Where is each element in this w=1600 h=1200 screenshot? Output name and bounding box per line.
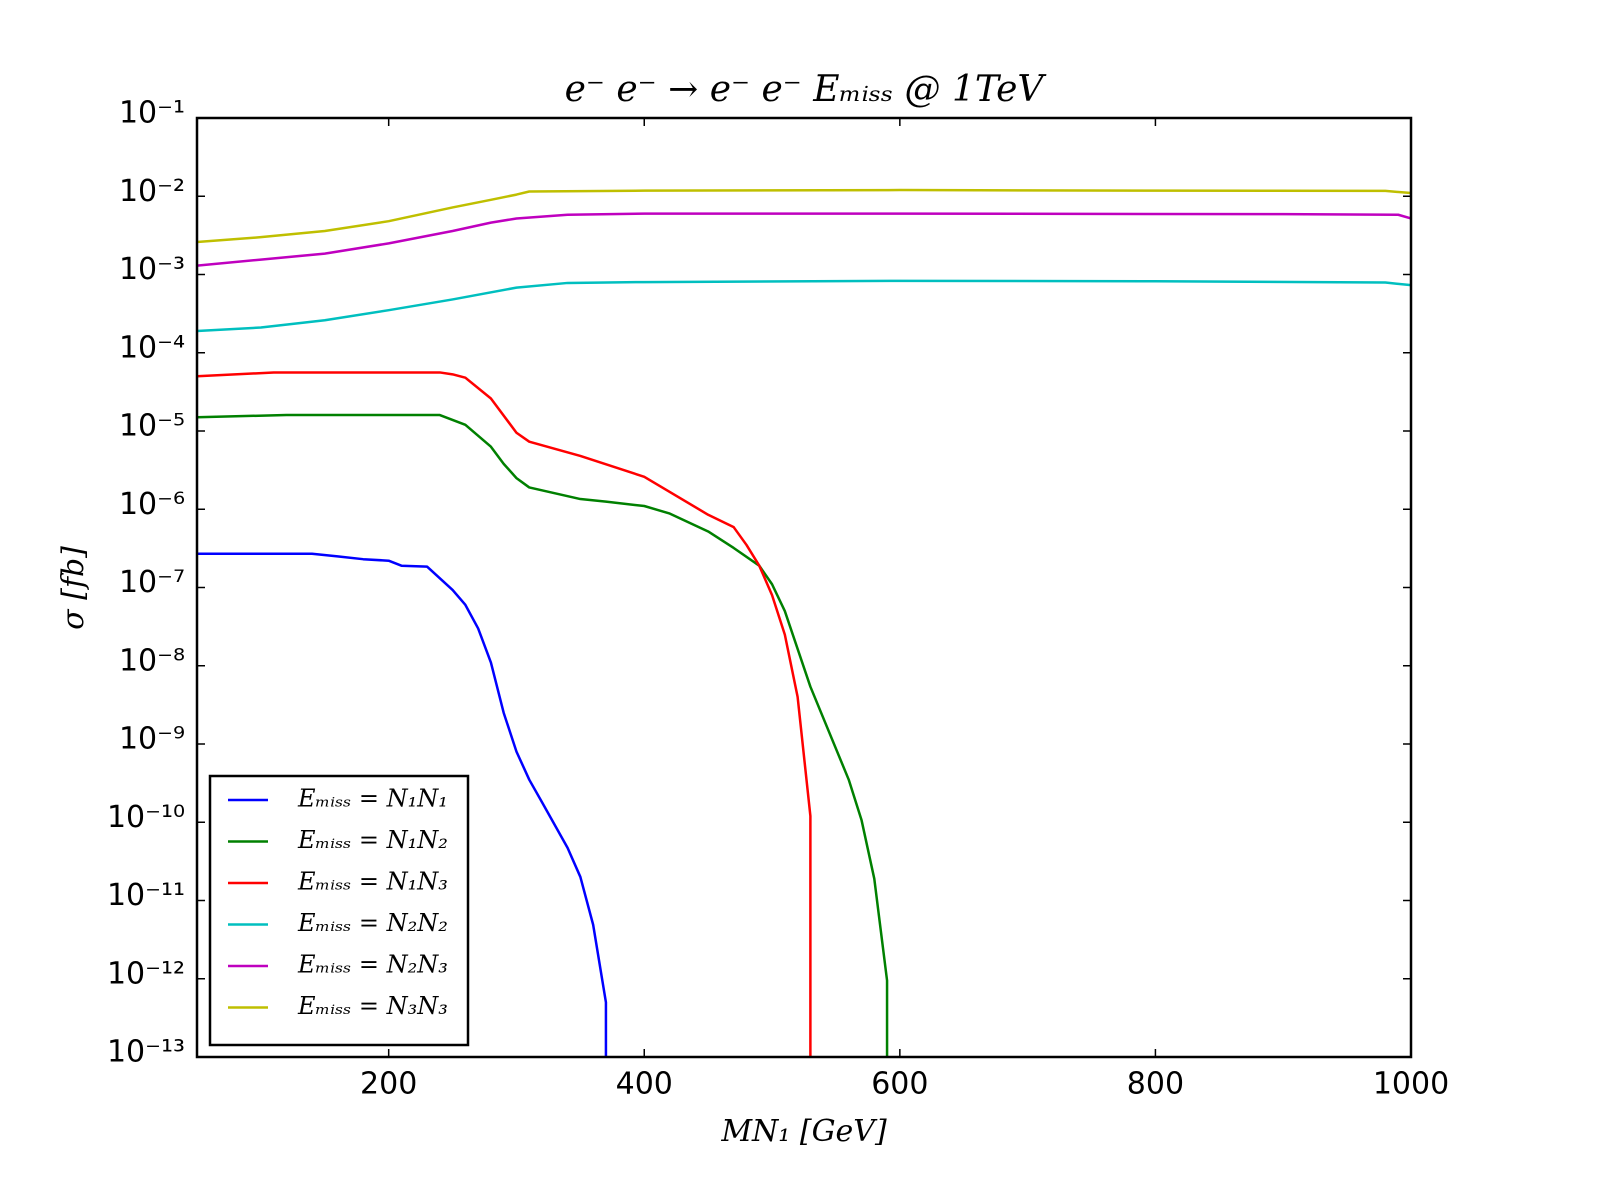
series-line bbox=[197, 279, 1411, 333]
y-tick-label: 10⁻⁸ bbox=[119, 643, 185, 678]
y-tick-label: 10⁻¹² bbox=[107, 956, 185, 991]
y-tick-label: 10⁻⁵ bbox=[119, 409, 185, 444]
y-tick-label: 10⁻³ bbox=[119, 252, 185, 287]
y-tick-label: 10⁻¹ bbox=[119, 96, 185, 131]
legend-box bbox=[208, 774, 470, 1047]
x-tick-label: 800 bbox=[1127, 1067, 1184, 1102]
x-tick-label: 200 bbox=[360, 1067, 417, 1102]
chart-title: e⁻ e⁻ → e⁻ e⁻ Eₘᵢₛₛ @ 1TeV bbox=[565, 69, 1048, 110]
series-line bbox=[197, 371, 812, 1057]
legend-label: Eₘᵢₛₛ = N₃N₃ bbox=[297, 992, 448, 1020]
y-tick-label: 10⁻¹¹ bbox=[107, 878, 185, 913]
x-tick-label: 400 bbox=[616, 1067, 673, 1102]
x-axis-label: MN₁ [GeV] bbox=[720, 1114, 887, 1149]
series-line bbox=[197, 413, 889, 1057]
series-line bbox=[197, 552, 608, 1057]
legend-label: Eₘᵢₛₛ = N₁N₁ bbox=[297, 785, 448, 813]
plot-frame bbox=[195, 116, 1413, 1059]
x-tick-label: 600 bbox=[871, 1067, 928, 1102]
y-axis-label: σ [fb] bbox=[56, 546, 91, 630]
series-line bbox=[197, 188, 1411, 244]
legend-label: Eₘᵢₛₛ = N₂N₂ bbox=[297, 909, 448, 937]
y-tick-label: 10⁻⁶ bbox=[119, 487, 185, 522]
y-tick-label: 10⁻¹³ bbox=[107, 1035, 185, 1070]
legend-label: Eₘᵢₛₛ = N₁N₂ bbox=[297, 826, 448, 854]
x-tick-label: 1000 bbox=[1373, 1067, 1449, 1102]
series-line bbox=[197, 212, 1411, 267]
legend-label: Eₘᵢₛₛ = N₁N₃ bbox=[297, 868, 448, 896]
y-tick-label: 10⁻² bbox=[119, 174, 185, 209]
legend-label: Eₘᵢₛₛ = N₂N₃ bbox=[297, 951, 448, 979]
y-tick-label: 10⁻¹⁰ bbox=[107, 800, 185, 835]
y-tick-label: 10⁻⁷ bbox=[119, 565, 185, 600]
y-tick-label: 10⁻⁴ bbox=[119, 330, 185, 365]
y-tick-label: 10⁻⁹ bbox=[119, 722, 185, 757]
plot-area bbox=[197, 188, 1411, 1057]
